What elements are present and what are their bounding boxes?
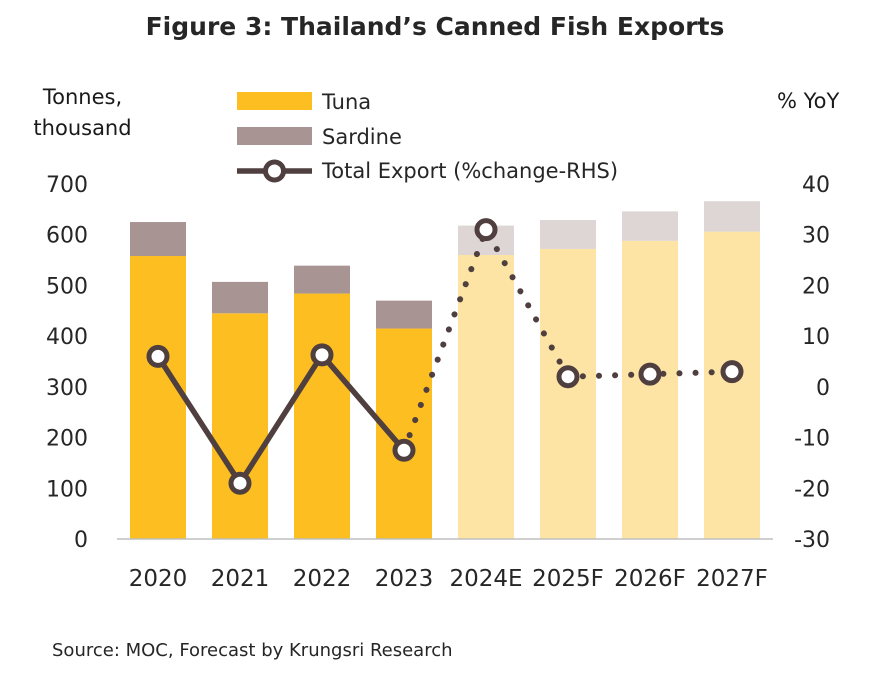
total-export-marker-2026F <box>638 362 662 386</box>
chart-title: Figure 3: Thailand’s Canned Fish Exports <box>145 12 725 41</box>
legend-label-total-export: Total Export (%change-RHS) <box>321 159 618 183</box>
right-tick-label: 10 <box>802 325 830 350</box>
right-tick-label: -10 <box>794 427 830 452</box>
total-export-marker-2024E <box>474 218 498 242</box>
category-label: 2025F <box>532 566 604 592</box>
sardine-bar-2026F <box>622 211 678 241</box>
right-tick-label: 30 <box>802 224 830 249</box>
legend-swatch-tuna <box>237 92 312 110</box>
left-tick-label: 200 <box>46 427 88 452</box>
sardine-bar-2025F <box>540 220 596 249</box>
total-export-marker-2021 <box>228 471 252 495</box>
tuna-bar-2025F <box>540 248 596 539</box>
legend-label-tuna: Tuna <box>321 90 371 114</box>
tuna-bar-2027F <box>704 231 760 539</box>
legend-label-sardine: Sardine <box>322 125 402 149</box>
total-export-marker-2020 <box>146 344 170 368</box>
left-axis-unit: Tonnes, thousand <box>30 82 135 144</box>
right-tick-label: 20 <box>802 274 830 299</box>
right-axis-unit: % YoY <box>777 89 840 113</box>
tuna-bar-2020 <box>130 256 186 539</box>
right-tick-label: -20 <box>794 477 830 502</box>
total-export-marker-2023 <box>392 438 416 462</box>
source-note: Source: MOC, Forecast by Krungsri Resear… <box>52 640 453 661</box>
left-tick-label: 0 <box>74 528 88 553</box>
sardine-bar-2021 <box>212 281 268 314</box>
left-tick-label: 600 <box>46 224 88 249</box>
left-tick-label: 300 <box>46 376 88 401</box>
total-export-marker-2027F <box>720 360 744 384</box>
left-tick-label: 400 <box>46 325 88 350</box>
chart-canvas: 0 100 200 300 400 500 600 700 -30 -20 -10 0 10 20 30 40… <box>46 90 830 592</box>
category-label: 2021 <box>211 566 270 592</box>
total-export-marker-2022 <box>310 343 334 367</box>
sardine-bar-2020 <box>130 222 186 257</box>
category-label: 2023 <box>375 566 434 592</box>
right-tick-label: 40 <box>802 173 830 198</box>
right-tick-label: 0 <box>816 376 830 401</box>
left-axis-unit-line2: thousand <box>33 116 132 140</box>
tuna-bar-2024E <box>458 255 514 539</box>
right-tick-label: -30 <box>794 528 830 553</box>
tuna-bar-2023 <box>376 328 432 539</box>
sardine-bar-2023 <box>376 300 432 329</box>
left-tick-label: 100 <box>46 477 88 502</box>
total-export-line <box>155 352 407 486</box>
tuna-bar-2026F <box>622 240 678 540</box>
tuna-bar-2021 <box>212 313 268 539</box>
legend-swatch-sardine <box>237 127 312 145</box>
category-label: 2026F <box>614 566 686 592</box>
category-label: 2027F <box>696 566 768 592</box>
category-label: 2022 <box>293 566 352 592</box>
category-label: 2024E <box>449 566 522 592</box>
total-export-marker-2025F <box>556 365 580 389</box>
left-tick-label: 700 <box>46 173 88 198</box>
category-label: 2020 <box>129 566 188 592</box>
legend-swatch-marker <box>263 159 286 183</box>
left-tick-label: 500 <box>46 274 88 299</box>
left-axis-unit-line1: Tonnes, <box>42 85 123 109</box>
sardine-bar-2027F <box>704 201 760 232</box>
sardine-bar-2022 <box>294 265 350 294</box>
tuna-bar-2022 <box>294 293 350 539</box>
